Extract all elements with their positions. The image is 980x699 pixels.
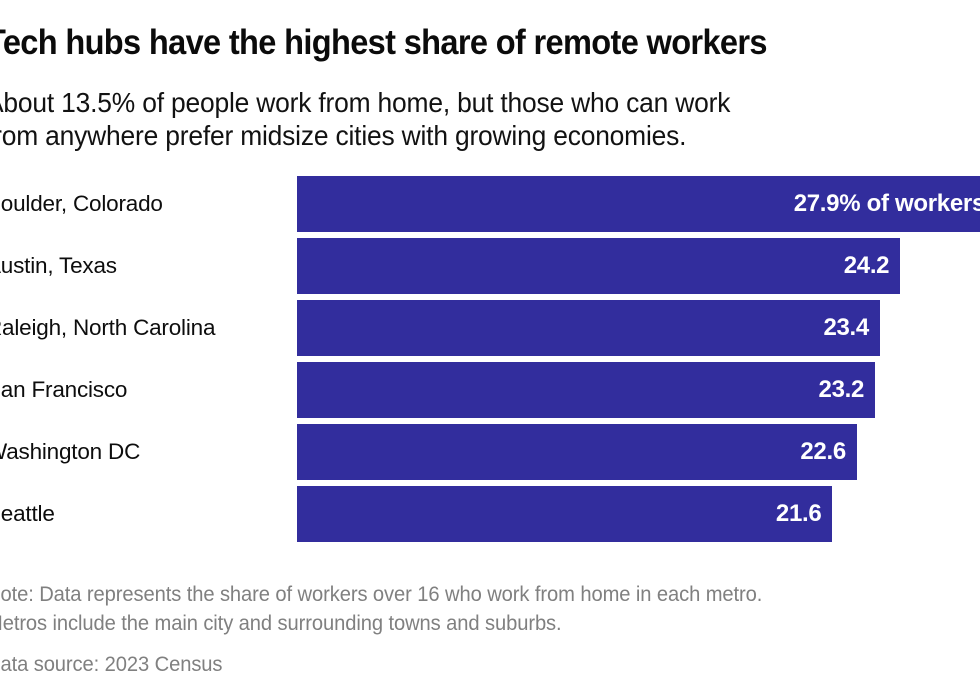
bar-value-label: 24.2 <box>843 252 890 279</box>
bar-raleigh-north-carolina[interactable]: 23.4 <box>297 300 880 356</box>
bar-washington-dc[interactable]: 22.6 <box>297 424 857 480</box>
bar-row: Raleigh, North Carolina 23.4 <box>0 300 980 356</box>
bar-track: 23.2 <box>297 362 980 418</box>
bar-category-label: Raleigh, North Carolina <box>0 314 216 340</box>
bar-row: San Francisco 23.2 <box>0 362 980 418</box>
bar-value-label: 22.6 <box>800 438 846 465</box>
bar-category-label: San Francisco <box>0 376 128 402</box>
chart-footer: Note: Data represents the share of worke… <box>0 580 980 678</box>
bar-category-label: Boulder, Colorado <box>0 190 163 216</box>
bar-row: Boulder, Colorado 27.9% of workers <box>0 176 980 232</box>
bar-value-label: 27.9% of workers <box>793 190 980 217</box>
bar-boulder-colorado[interactable]: 27.9% of workers <box>297 176 980 232</box>
bar-austin-texas[interactable]: 24.2 <box>297 238 901 294</box>
chart-subtitle-line-1: About 13.5% of people work from home, bu… <box>0 87 731 118</box>
bar-category-label: Seattle <box>0 500 55 526</box>
bar-track: 27.9% of workers <box>297 176 980 232</box>
bar-category-label: Austin, Texas <box>0 252 117 278</box>
bar-value-label: 21.6 <box>775 500 822 527</box>
chart-subtitle-line-2: from anywhere prefer midsize cities with… <box>0 120 687 151</box>
bar-value-label: 23.2 <box>818 376 865 403</box>
footnote-note-line-2: Metros include the main city and surroun… <box>0 612 562 635</box>
footnote-note: Note: Data represents the share of worke… <box>0 580 956 638</box>
bar-row: Seattle 21.6 <box>0 486 980 542</box>
footnote-data-source: Data source: 2023 Census <box>0 653 223 676</box>
bar-category-label: Washington DC <box>0 438 141 464</box>
bar-row: Austin, Texas 24.2 <box>0 238 980 294</box>
bar-track: 21.6 <box>297 486 980 542</box>
chart-subtitle: About 13.5% of people work from home, bu… <box>0 86 956 152</box>
bar-chart-plot: Boulder, Colorado 27.9% of workers Austi… <box>0 176 980 548</box>
page-title: Tech hubs have the highest share of remo… <box>0 23 767 62</box>
bar-san-francisco[interactable]: 23.2 <box>297 362 876 418</box>
bar-track: 24.2 <box>297 238 980 294</box>
bar-row: Washington DC 22.6 <box>0 424 980 480</box>
bar-track: 22.6 <box>297 424 980 480</box>
footnote-note-line-1: Note: Data represents the share of worke… <box>0 583 763 606</box>
bar-seattle[interactable]: 21.6 <box>297 486 833 542</box>
bar-value-label: 23.4 <box>823 314 869 341</box>
bar-track: 23.4 <box>297 300 980 356</box>
